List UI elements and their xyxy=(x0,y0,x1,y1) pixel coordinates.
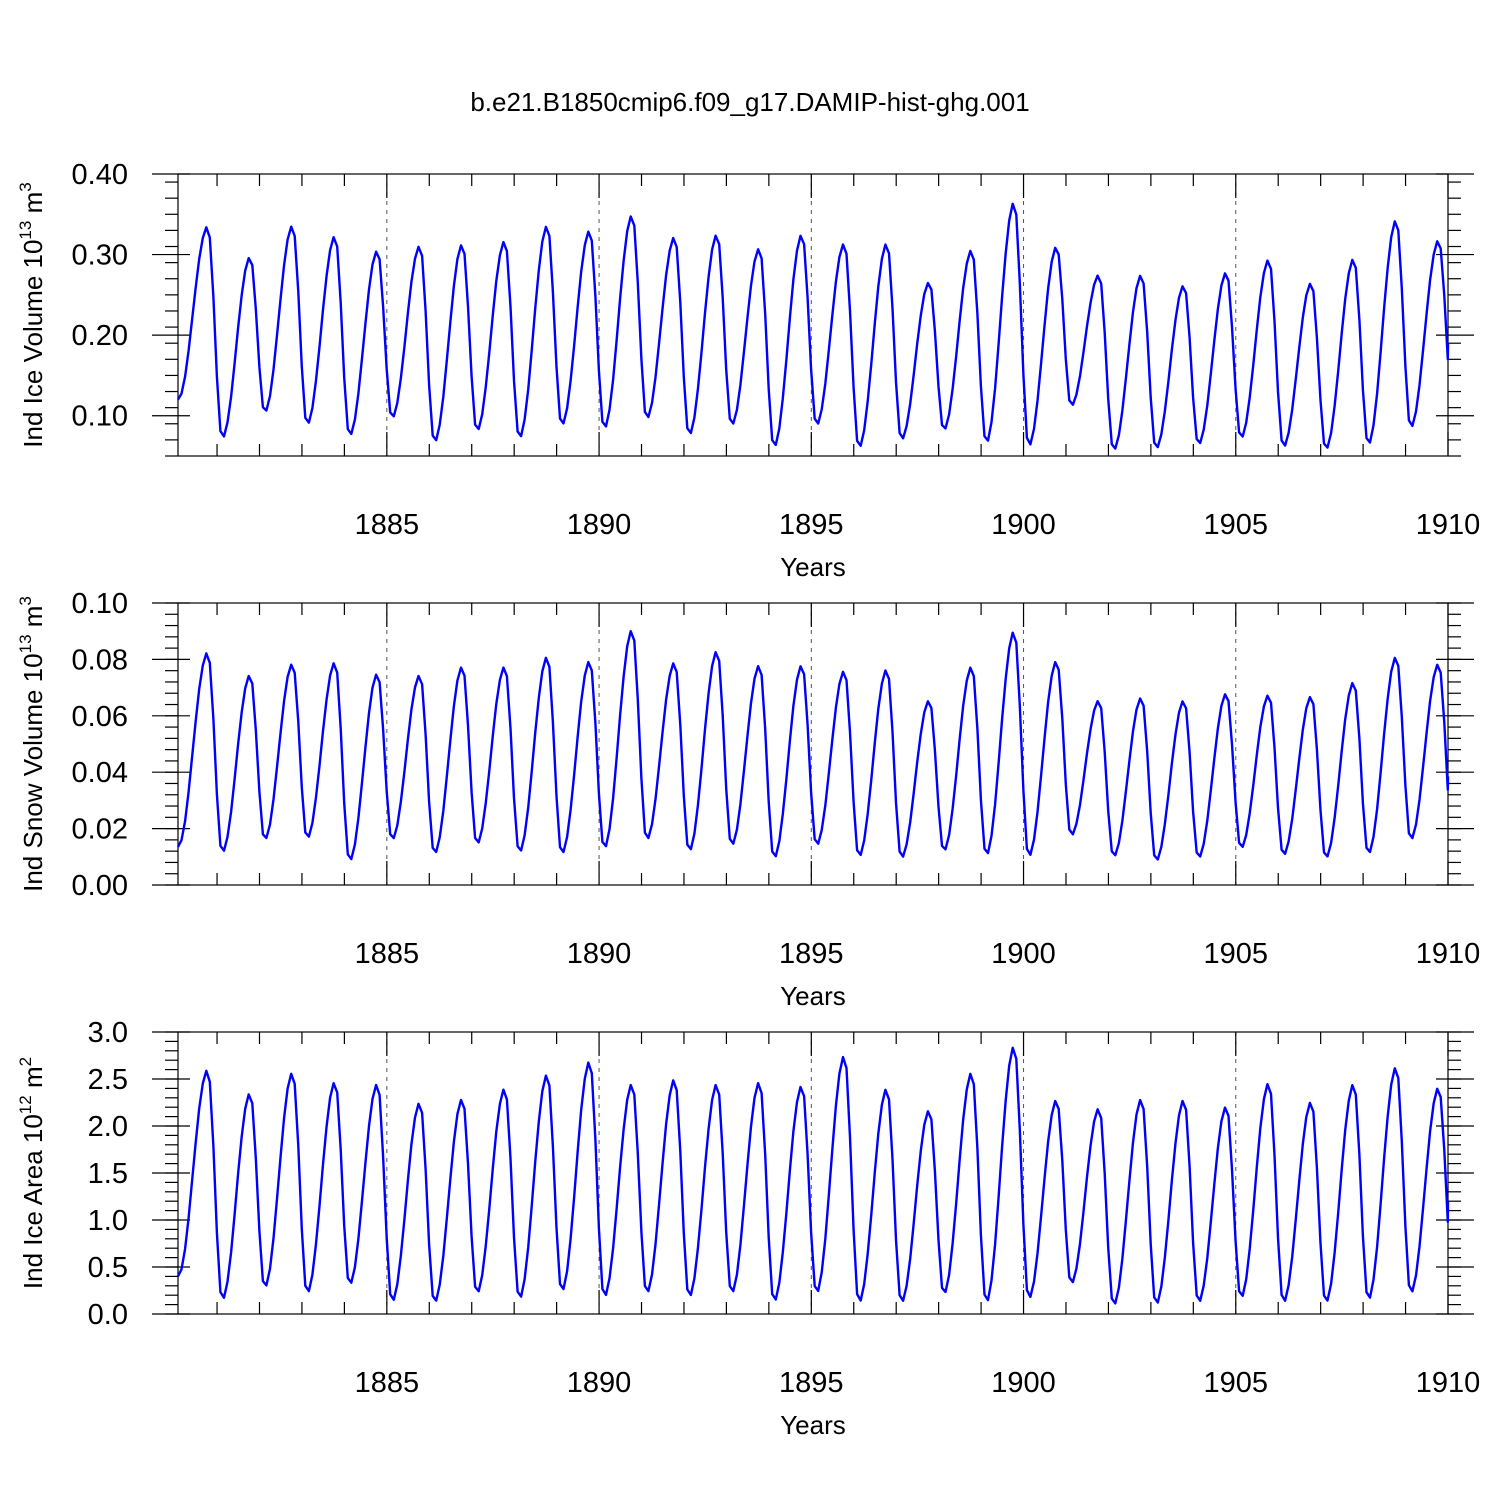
series-line-ice-volume xyxy=(176,202,1450,450)
y-tick-label: 0.0 xyxy=(88,1299,128,1331)
plot-frame xyxy=(177,173,1449,457)
x-tick-label: 1885 xyxy=(355,509,420,541)
x-tick-label: 1910 xyxy=(1416,1367,1481,1399)
y-axis-label: Ind Ice Area 1012 m2 xyxy=(16,1057,48,1289)
x-tick-label: 1895 xyxy=(779,938,844,970)
x-tick-label: 1890 xyxy=(567,509,632,541)
x-tick-label: 1885 xyxy=(355,1367,420,1399)
y-axis-label: Ind Ice Volume 1013 m3 xyxy=(16,182,48,447)
y-tick-label: 0.10 xyxy=(72,588,128,620)
y-tick-label: 2.5 xyxy=(88,1064,128,1096)
panels: 0.10 0.20 0.30 0.40 1885 1890 1895 1900 1905 1910… xyxy=(16,159,1480,1440)
panel-ice-volume: 0.10 0.20 0.30 0.40 1885 1890 1895 1900 1905 1910… xyxy=(16,159,1480,582)
y-axis-label: Ind Snow Volume 1013 m3 xyxy=(16,596,48,892)
x-tick-label: 1895 xyxy=(779,1367,844,1399)
panel-snow-volume: 0.00 0.02 0.04 0.06 0.08 0.10 1885 1890 1895 1900… xyxy=(16,588,1480,1011)
x-tick-label: 1900 xyxy=(991,938,1056,970)
y-tick-label: 2.0 xyxy=(88,1111,128,1143)
x-tick-label: 1905 xyxy=(1204,1367,1269,1399)
x-tick-label: 1910 xyxy=(1416,938,1481,970)
x-axis-label: Years xyxy=(780,552,846,582)
y-tick-label: 1.5 xyxy=(88,1158,128,1190)
y-tick-label: 0.5 xyxy=(88,1252,128,1284)
x-tick-label: 1900 xyxy=(991,1367,1056,1399)
y-tick-label: 0.30 xyxy=(72,240,128,272)
x-tick-label: 1890 xyxy=(567,1367,632,1399)
x-tick-label: 1900 xyxy=(991,509,1056,541)
x-tick-label: 1910 xyxy=(1416,509,1481,541)
y-tick-label: 0.00 xyxy=(72,870,128,902)
x-tick-label: 1905 xyxy=(1204,938,1269,970)
series-line-ice-area xyxy=(176,1046,1450,1305)
x-tick-label: 1895 xyxy=(779,509,844,541)
y-tick-label: 0.02 xyxy=(72,814,128,846)
y-tick-label: 0.40 xyxy=(72,159,128,191)
y-tick-label: 0.20 xyxy=(72,320,128,352)
plot-frame xyxy=(177,602,1449,886)
x-tick-label: 1885 xyxy=(355,938,420,970)
x-axis-label: Years xyxy=(780,1410,846,1440)
figure-title: b.e21.B1850cmip6.f09_g17.DAMIP-hist-ghg.… xyxy=(470,87,1029,117)
panel-ice-area: 0.0 0.5 1.0 1.5 2.0 2.5 3.0 1885 1890 1895 1900 190… xyxy=(16,1017,1480,1440)
y-tick-label: 0.06 xyxy=(72,701,128,733)
y-tick-label: 0.08 xyxy=(72,644,128,676)
y-tick-label: 3.0 xyxy=(88,1017,128,1049)
y-tick-label: 0.04 xyxy=(72,757,128,789)
x-tick-label: 1905 xyxy=(1204,509,1269,541)
y-tick-label: 1.0 xyxy=(88,1205,128,1237)
x-tick-label: 1890 xyxy=(567,938,632,970)
y-tick-label: 0.10 xyxy=(72,401,128,433)
x-axis-label: Years xyxy=(780,981,846,1011)
series-line-snow-volume xyxy=(176,630,1450,861)
